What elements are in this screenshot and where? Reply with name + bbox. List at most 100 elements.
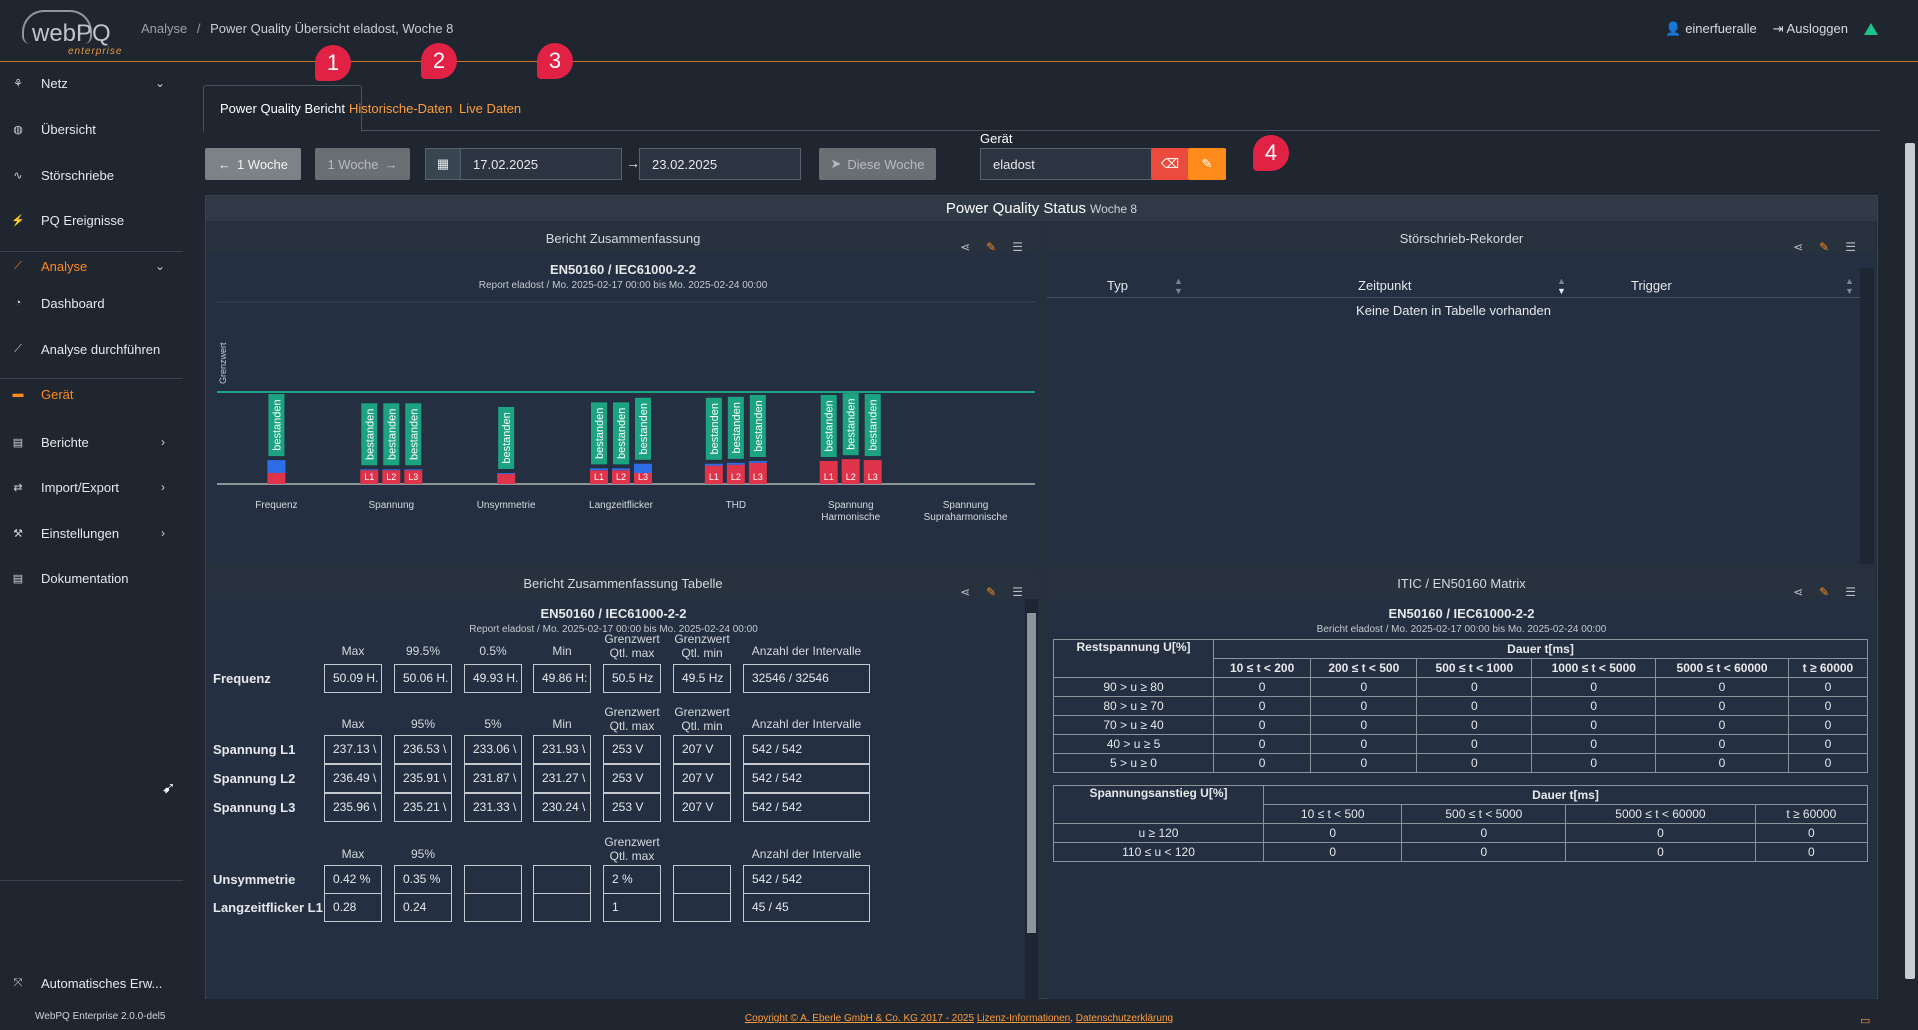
value-field[interactable] bbox=[464, 865, 522, 894]
warning-icon[interactable] bbox=[1864, 23, 1878, 35]
value-field[interactable] bbox=[673, 865, 731, 894]
chat-icon[interactable]: ▭ bbox=[1860, 1015, 1871, 1027]
value-field[interactable]: 32546 / 32546 bbox=[743, 664, 870, 693]
scrollbar[interactable] bbox=[1025, 599, 1038, 999]
value-field[interactable]: 1 bbox=[603, 893, 661, 922]
scrollbar[interactable] bbox=[1860, 268, 1874, 564]
value-field[interactable]: 253 V bbox=[603, 793, 661, 822]
value-field[interactable]: 207 V bbox=[673, 735, 731, 764]
value-field[interactable] bbox=[464, 893, 522, 922]
value-field[interactable] bbox=[533, 893, 591, 922]
value-field[interactable]: 231.33 \ bbox=[464, 793, 522, 822]
value-field[interactable]: 542 / 542 bbox=[743, 735, 870, 764]
sidebar-item-störschriebe[interactable]: ∿ Störschriebe bbox=[0, 157, 183, 193]
value-field[interactable]: 233.06 \ bbox=[464, 735, 522, 764]
edit-icon[interactable]: ✎ bbox=[1819, 585, 1830, 599]
value-field[interactable]: 50.5 Hz bbox=[603, 664, 661, 693]
value-field[interactable]: 236.49 \ bbox=[324, 764, 382, 793]
value-field[interactable]: 235.21 \ bbox=[394, 793, 452, 822]
menu-icon[interactable]: ☰ bbox=[1012, 240, 1023, 254]
share-icon[interactable]: ⋖ bbox=[960, 585, 971, 599]
share-icon[interactable]: ⋖ bbox=[960, 240, 971, 254]
value-field[interactable]: 542 / 542 bbox=[743, 865, 870, 894]
sidebar-item-berichte[interactable]: ▤ Berichte › bbox=[0, 424, 183, 460]
menu-icon[interactable]: ☰ bbox=[1845, 585, 1856, 599]
value-field[interactable]: 49.5 Hz bbox=[673, 664, 731, 693]
value-field[interactable]: 235.96 \ bbox=[324, 793, 382, 822]
edit-icon[interactable]: ✎ bbox=[986, 585, 997, 599]
tab-live-daten[interactable]: Live Daten bbox=[443, 85, 537, 132]
value-field[interactable]: 231.87 \ bbox=[464, 764, 522, 793]
pass-badge bbox=[591, 402, 607, 465]
column-header-zeitpunkt[interactable]: Zeitpunkt bbox=[1358, 278, 1412, 293]
edit-icon[interactable]: ✎ bbox=[986, 240, 997, 254]
sort-icon[interactable]: ▲ ▼ bbox=[1845, 276, 1854, 296]
menu-icon[interactable]: ☰ bbox=[1845, 240, 1856, 254]
webpq-logo[interactable]: webPQ enterprise bbox=[18, 4, 121, 57]
value-field[interactable]: 236.53 \ bbox=[394, 735, 452, 764]
value-field[interactable]: 207 V bbox=[673, 764, 731, 793]
scroll-thumb[interactable] bbox=[1027, 613, 1036, 933]
sidebar-item-automatisches-erw[interactable]: ⤧ Automatisches Erw... bbox=[0, 965, 183, 1001]
value-field[interactable] bbox=[673, 893, 731, 922]
value-field[interactable]: 49.93 H. bbox=[464, 664, 522, 693]
sidebar-item-übersicht[interactable]: ◍ Übersicht bbox=[0, 111, 183, 147]
copyright-link[interactable]: Copyright © A. Eberle GmbH & Co. KG 2017… bbox=[744, 1013, 975, 1024]
sidebar-item-analyse[interactable]: ⟋ Analyse ⌄ bbox=[0, 248, 183, 284]
sidebar-item-pq-ereignisse[interactable]: ⚡ PQ Ereignisse bbox=[0, 202, 183, 238]
menu-icon[interactable]: ☰ bbox=[1012, 585, 1023, 599]
sidebar-item-import-export[interactable]: ⇄ Import/Export › bbox=[0, 469, 183, 505]
value-field[interactable]: 207 V bbox=[673, 793, 731, 822]
this-week-button[interactable]: ➤ Diese Woche bbox=[819, 148, 936, 180]
date-from-input[interactable]: 17.02.2025 bbox=[460, 148, 622, 180]
value-field[interactable]: 50.06 H. bbox=[394, 664, 452, 693]
column-header-typ[interactable]: Typ bbox=[1107, 278, 1128, 293]
device-input[interactable]: eladost bbox=[980, 148, 1160, 180]
sidebar-item-gerät[interactable]: ▬ Gerät bbox=[0, 376, 183, 412]
value-field[interactable]: 253 V bbox=[603, 735, 661, 764]
prev-week-button[interactable]: ← 1 Woche bbox=[205, 148, 301, 180]
sidebar-item-analyse-durchführen[interactable]: ⟋ Analyse durchführen bbox=[0, 331, 183, 367]
value-field[interactable]: 237.13 \ bbox=[324, 735, 382, 764]
column-header-trigger[interactable]: Trigger bbox=[1631, 278, 1672, 293]
value-field[interactable]: 45 / 45 bbox=[743, 893, 870, 922]
sort-icon[interactable]: ▲ ▼ bbox=[1174, 276, 1183, 296]
value-field[interactable]: 235.91 \ bbox=[394, 764, 452, 793]
value-field[interactable]: 253 V bbox=[603, 764, 661, 793]
date-to-input[interactable]: 23.02.2025 bbox=[639, 148, 801, 180]
share-icon[interactable]: ⋖ bbox=[1793, 585, 1804, 599]
page-scroll-thumb[interactable] bbox=[1905, 143, 1915, 979]
value-field[interactable]: 49.86 H: bbox=[533, 664, 591, 693]
tab-historische-daten[interactable]: Historische-Daten bbox=[333, 85, 468, 132]
sidebar-item-dokumentation[interactable]: ▤ Dokumentation bbox=[0, 560, 183, 596]
license-link[interactable]: Lizenz-Informationen bbox=[976, 1013, 1071, 1024]
value-field[interactable]: 2 % bbox=[603, 865, 661, 894]
sidebar-item-netz[interactable]: ⚘ Netz ⌄ bbox=[0, 65, 183, 101]
breadcrumb-parent[interactable]: Analyse bbox=[141, 21, 188, 36]
value-field[interactable] bbox=[533, 865, 591, 894]
sidebar-item-dashboard[interactable]: ◔ Dashboard bbox=[0, 285, 183, 321]
share-icon[interactable]: ⋖ bbox=[1793, 240, 1804, 254]
page-scrollbar[interactable] bbox=[1902, 63, 1918, 1003]
edit-device-button[interactable]: ✎ bbox=[1188, 148, 1226, 180]
value-field[interactable]: 231.27 \ bbox=[533, 764, 591, 793]
tab-power-quality-bericht[interactable]: Power Quality Bericht bbox=[203, 85, 362, 132]
sort-desc-icon[interactable]: ▲ ▼ bbox=[1557, 276, 1566, 296]
privacy-link[interactable]: Datenschutzerklärung bbox=[1075, 1013, 1174, 1024]
value-field[interactable]: 0.28 bbox=[324, 893, 382, 922]
user-link[interactable]: 👤 einerfueralle bbox=[1665, 21, 1756, 37]
logout-link[interactable]: ⇥ Ausloggen bbox=[1773, 21, 1848, 37]
value-field[interactable]: 542 / 542 bbox=[743, 764, 870, 793]
value-field[interactable]: 542 / 542 bbox=[743, 793, 870, 822]
next-week-button[interactable]: 1 Woche → bbox=[315, 148, 410, 180]
value-field[interactable]: 0.42 % bbox=[324, 865, 382, 894]
edit-icon[interactable]: ✎ bbox=[1819, 240, 1830, 254]
calendar-icon[interactable]: ▦ bbox=[425, 148, 461, 180]
value-field[interactable]: 0.24 bbox=[394, 893, 452, 922]
value-field[interactable]: 50.09 H. bbox=[324, 664, 382, 693]
value-field[interactable]: 230.24 \ bbox=[533, 793, 591, 822]
value-field[interactable]: 0.35 % bbox=[394, 865, 452, 894]
value-field[interactable]: 231.93 \ bbox=[533, 735, 591, 764]
sidebar-item-einstellungen[interactable]: ⚒ Einstellungen › bbox=[0, 515, 183, 551]
eraser-button[interactable]: ⌫ bbox=[1151, 148, 1189, 180]
